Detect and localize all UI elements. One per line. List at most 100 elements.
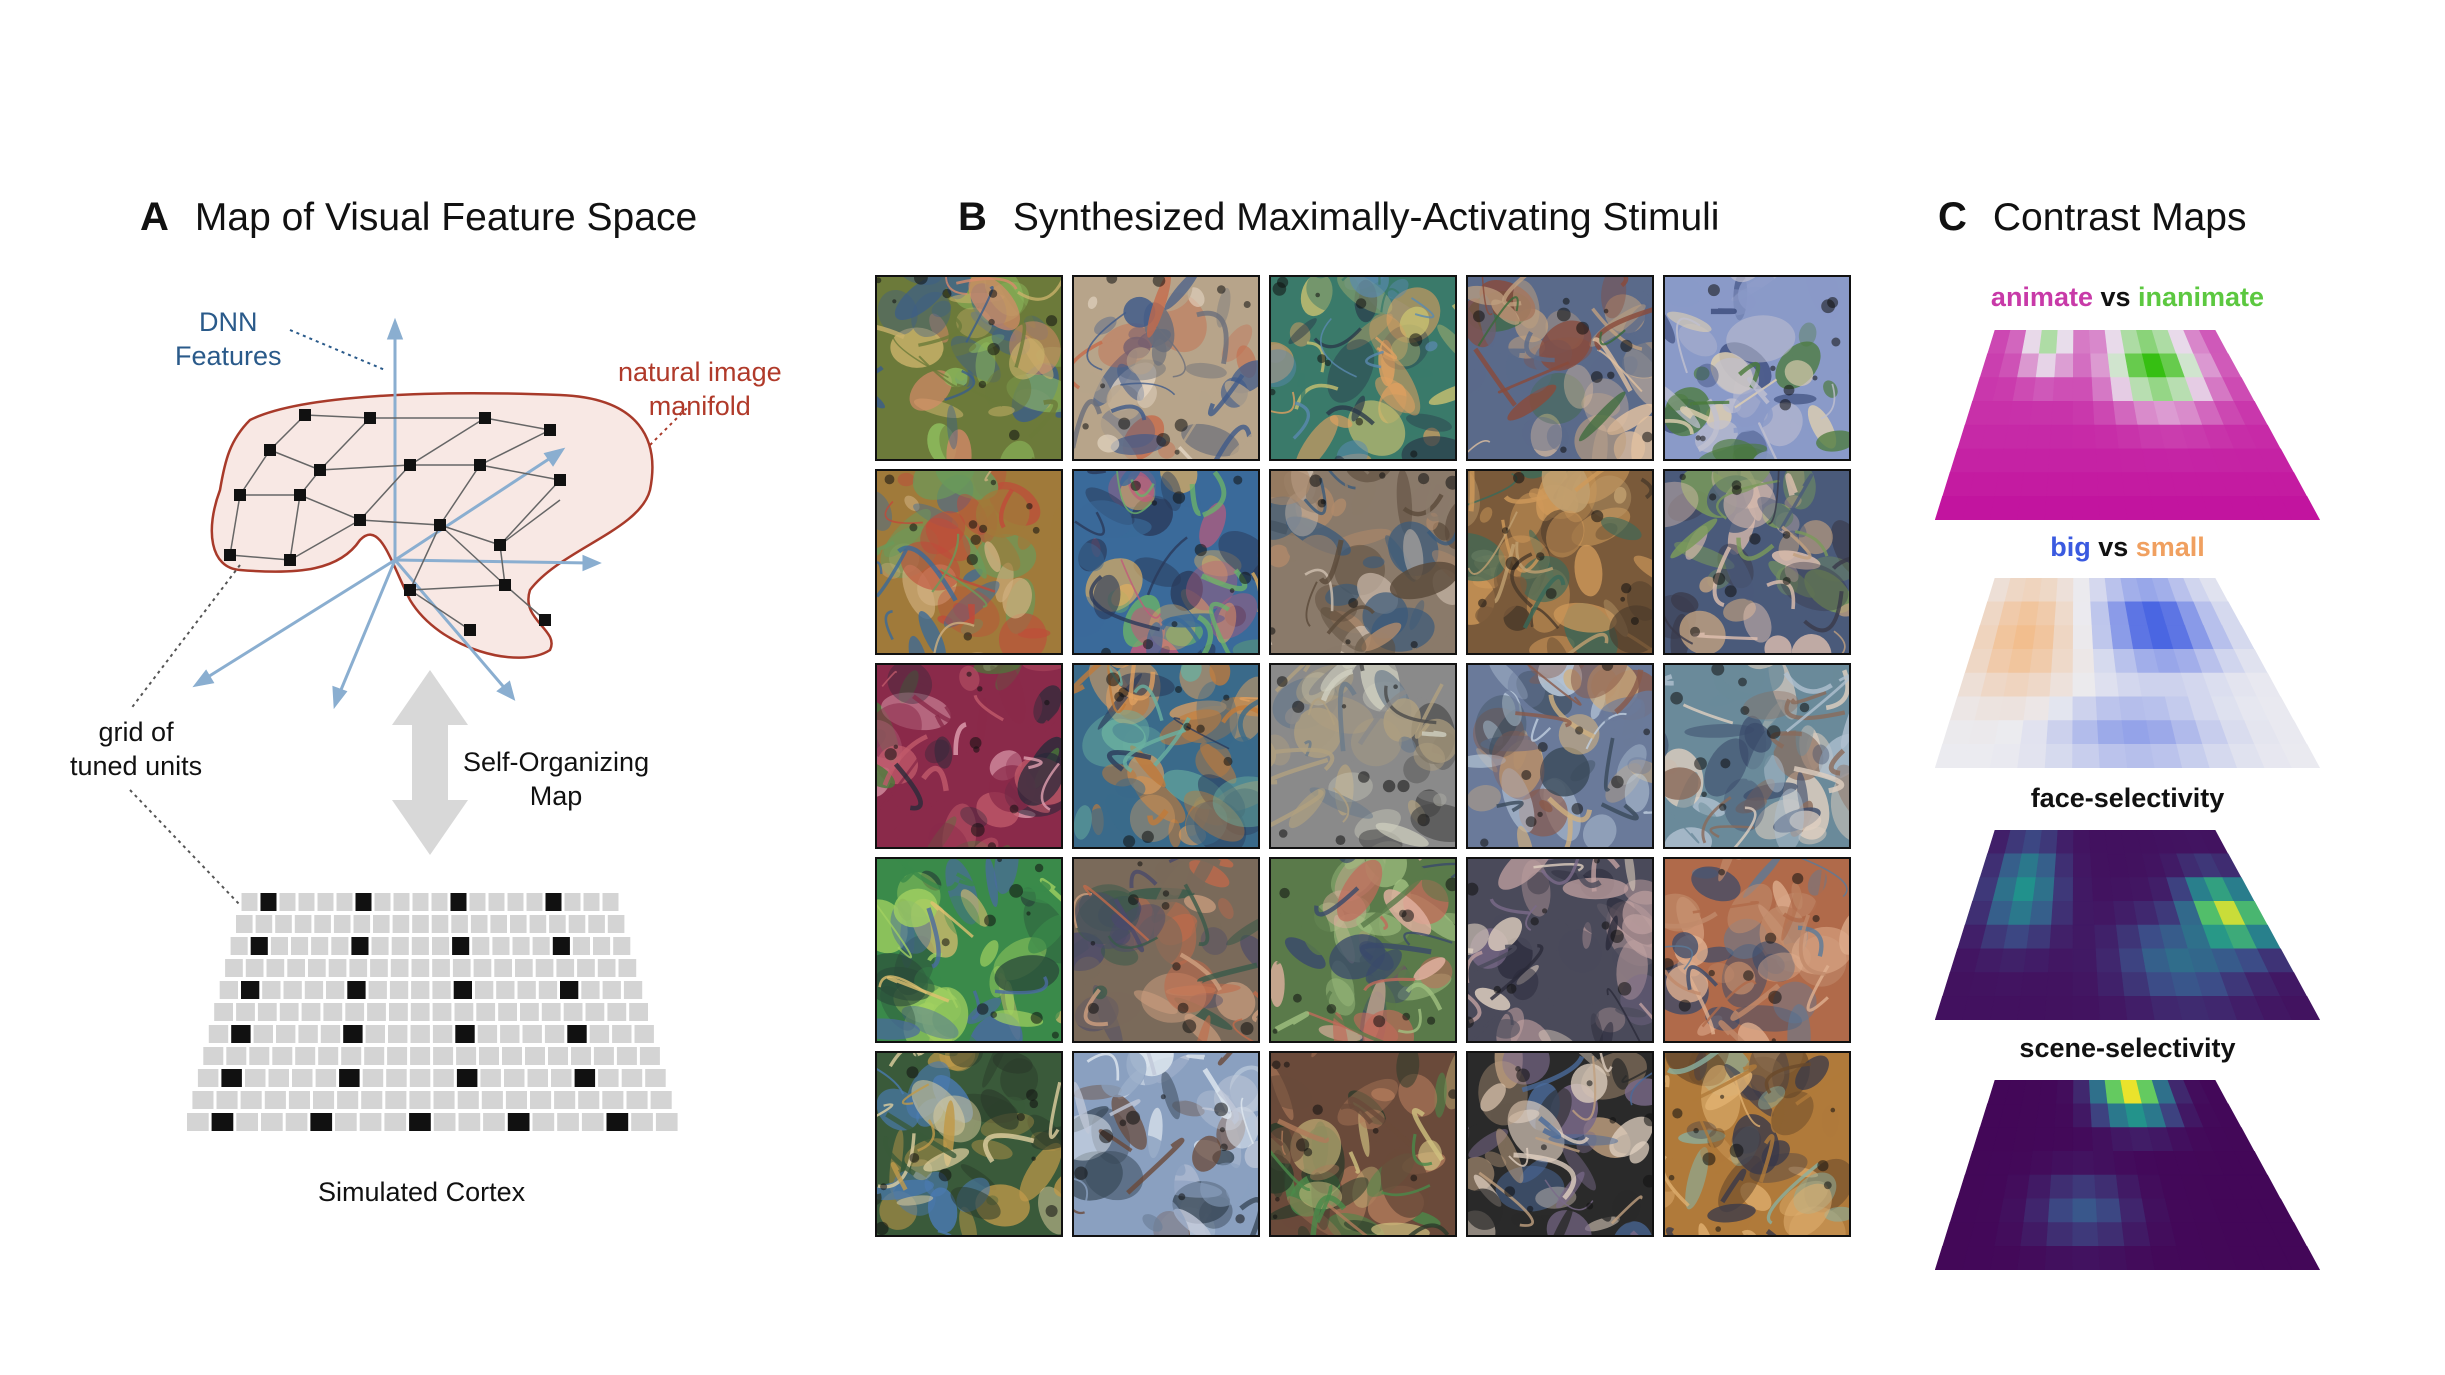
heatmap-cell bbox=[2088, 578, 2109, 603]
heatmap-cell bbox=[2044, 996, 2073, 1020]
cortex-cell bbox=[470, 915, 488, 933]
cortex-cell bbox=[457, 1091, 479, 1109]
panel-b-title-text: Synthesized Maximally-Activating Stimuli bbox=[1012, 196, 1720, 239]
cortex-unit bbox=[455, 1025, 475, 1043]
cortex-cell bbox=[367, 1003, 386, 1021]
heatmap-cell bbox=[2150, 496, 2183, 520]
heatmap-cell bbox=[2090, 601, 2111, 627]
cortex-unit bbox=[355, 893, 372, 911]
heatmap-cell bbox=[2035, 853, 2057, 879]
cortex-cell bbox=[451, 915, 468, 933]
map-title-part: small bbox=[2135, 532, 2205, 562]
heatmap-cell bbox=[2051, 1151, 2074, 1176]
cortex-cell bbox=[364, 1047, 385, 1065]
cortex-cell bbox=[245, 1069, 266, 1087]
map-title-part: big bbox=[2050, 532, 2091, 562]
cortex-cell bbox=[532, 1113, 555, 1131]
cortex-cell bbox=[236, 1113, 258, 1131]
stimulus-tile bbox=[1663, 469, 1851, 655]
cortex-cell bbox=[245, 959, 264, 977]
cortex-cell bbox=[433, 1047, 454, 1065]
heatmap-cell bbox=[2072, 877, 2094, 903]
cortex-cell bbox=[292, 1069, 313, 1087]
cortex-cell bbox=[504, 1069, 525, 1087]
stimulus-tile bbox=[875, 1051, 1063, 1237]
cortex-cell bbox=[498, 1003, 517, 1021]
cortex-unit bbox=[241, 981, 260, 999]
stimulus-tile bbox=[1269, 469, 1457, 655]
heatmap-cell bbox=[2091, 1127, 2114, 1153]
cortex-cell bbox=[373, 915, 390, 933]
cortex-cell bbox=[631, 1113, 653, 1131]
cortex-cell bbox=[585, 1003, 605, 1021]
stimulus-tile bbox=[1466, 469, 1654, 655]
cortex-cell bbox=[581, 981, 600, 999]
heatmap-cell bbox=[2073, 578, 2091, 603]
heatmap-cell bbox=[2072, 1246, 2101, 1270]
cortex-cell bbox=[578, 1091, 600, 1109]
heatmap-cell bbox=[2072, 672, 2097, 698]
heatmap-cell bbox=[2072, 625, 2094, 651]
panel-a-letter: A bbox=[140, 195, 169, 239]
heatmap-cell bbox=[2098, 1246, 2128, 1270]
heatmap-cell bbox=[2072, 744, 2101, 768]
contrast-map-face bbox=[1935, 830, 2320, 1020]
cortex-cell bbox=[645, 1069, 666, 1087]
contrast-map-title-size: big vs small bbox=[1935, 532, 2320, 563]
cortex-unit bbox=[409, 1113, 431, 1131]
cortex-cell bbox=[522, 1025, 542, 1043]
cortex-cell bbox=[261, 1113, 283, 1131]
cortex-cell bbox=[602, 1091, 624, 1109]
heatmap-cell bbox=[2254, 996, 2293, 1020]
cortex-cell bbox=[349, 959, 368, 977]
cortex-cell bbox=[433, 1113, 456, 1131]
cortex-cell bbox=[507, 893, 524, 911]
cortex-cell bbox=[598, 1069, 619, 1087]
heatmap-cell bbox=[2072, 1174, 2097, 1200]
panel-b-letter: B bbox=[958, 195, 987, 239]
cortex-cell bbox=[502, 1047, 522, 1065]
heatmap-cell bbox=[1994, 1222, 2025, 1248]
heatmap-cell bbox=[2280, 996, 2320, 1020]
heatmap-cell bbox=[2055, 830, 2074, 855]
cortex-cell bbox=[483, 1113, 505, 1131]
cortex-unit bbox=[231, 1025, 251, 1043]
heatmap-cell bbox=[2023, 696, 2051, 722]
heatmap-cell bbox=[1962, 996, 1995, 1020]
cortex-cell bbox=[345, 1003, 365, 1021]
heatmap-cell bbox=[2095, 1198, 2123, 1224]
cortex-cell bbox=[544, 1025, 565, 1043]
cortex-cell bbox=[520, 1003, 539, 1021]
heatmap-cell bbox=[2072, 1151, 2095, 1176]
cortex-cell bbox=[549, 915, 566, 933]
cortex-cell bbox=[410, 1003, 430, 1021]
cortex-cell bbox=[655, 1113, 678, 1131]
cortex-cell bbox=[535, 959, 554, 977]
panel-c-title-text: Contrast Maps bbox=[1992, 196, 2247, 239]
heatmap-cell bbox=[2092, 901, 2117, 926]
cortex-cell bbox=[472, 937, 490, 955]
heatmap-cell bbox=[2046, 720, 2074, 746]
heatmap-cell bbox=[1994, 472, 2025, 498]
heatmap-cell bbox=[2118, 448, 2147, 474]
cortex-cell bbox=[517, 981, 536, 999]
cortex-unit bbox=[560, 981, 579, 999]
panel-c-letter: C bbox=[1938, 195, 1967, 239]
heatmap-cell bbox=[2098, 744, 2128, 768]
cortex-cell bbox=[241, 893, 258, 911]
heatmap-cell bbox=[2049, 1174, 2074, 1200]
cortex-unit bbox=[507, 1113, 530, 1131]
heatmap-cell bbox=[2121, 1222, 2152, 1248]
heatmap-cell bbox=[2072, 377, 2094, 403]
cortex-cell bbox=[219, 981, 238, 999]
heatmap-cell bbox=[2038, 578, 2059, 603]
cortex-cell bbox=[387, 1047, 408, 1065]
heatmap-cell bbox=[2124, 1246, 2156, 1270]
contrast-map-animate bbox=[1935, 330, 2320, 520]
simulated-cortex-grid bbox=[187, 893, 678, 1131]
cortex-cell bbox=[583, 893, 600, 911]
cortex-cell bbox=[589, 1025, 610, 1043]
heatmap-cell bbox=[2072, 720, 2100, 746]
cortex-cell bbox=[639, 1047, 660, 1065]
heatmap-cell bbox=[1962, 496, 1995, 520]
